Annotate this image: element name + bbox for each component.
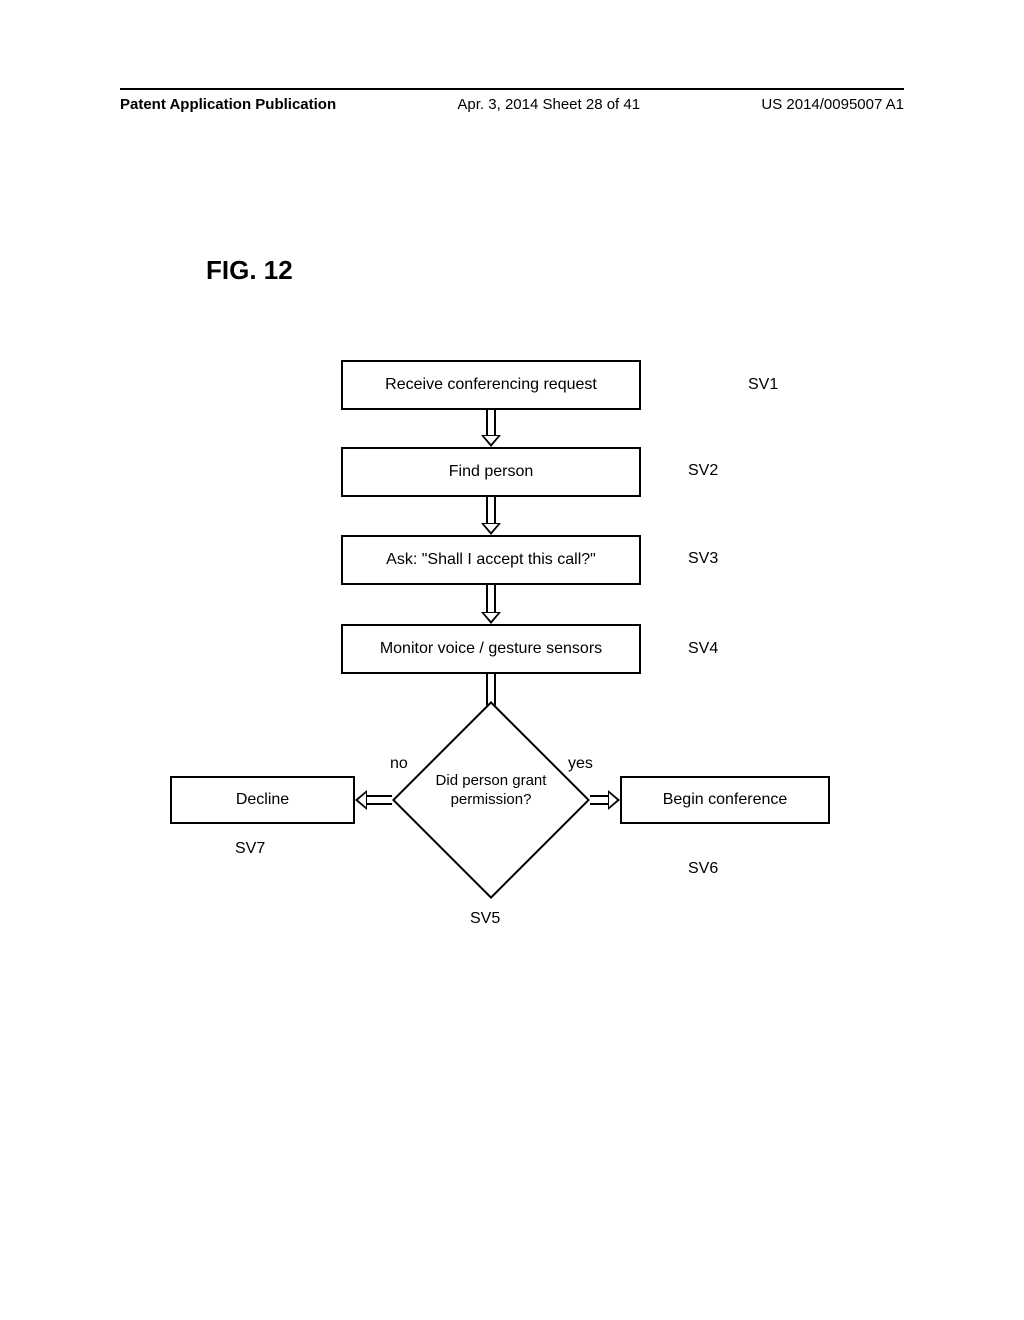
header-center: Apr. 3, 2014 Sheet 28 of 41	[457, 96, 640, 113]
node-sv3: Ask: "Shall I accept this call?"	[341, 535, 641, 585]
arrow-sv2-sv3	[484, 497, 498, 535]
node-sv5-text: Did person grant permission?	[421, 772, 561, 810]
header-left: Patent Application Publication	[120, 96, 336, 113]
node-sv2: Find person	[341, 447, 641, 497]
ref-sv1: SV1	[748, 376, 778, 394]
ref-sv5: SV5	[470, 910, 500, 928]
node-sv7: Decline	[170, 776, 355, 824]
figure-title: FIG. 12	[206, 255, 293, 286]
node-sv7-text: Decline	[236, 791, 289, 809]
node-sv4-text: Monitor voice / gesture sensors	[380, 640, 602, 658]
arrow-sv5-sv6	[590, 793, 620, 807]
branch-yes-label: yes	[568, 755, 593, 773]
node-sv2-text: Find person	[449, 463, 534, 481]
arrow-sv5-sv7	[355, 793, 392, 807]
node-sv3-text: Ask: "Shall I accept this call?"	[386, 551, 596, 569]
ref-sv2: SV2	[688, 462, 718, 480]
node-sv1-text: Receive conferencing request	[385, 376, 597, 394]
node-sv1: Receive conferencing request	[341, 360, 641, 410]
branch-no-label: no	[390, 755, 408, 773]
node-sv4: Monitor voice / gesture sensors	[341, 624, 641, 674]
node-sv6: Begin conference	[620, 776, 830, 824]
ref-sv7: SV7	[235, 840, 265, 858]
node-sv6-text: Begin conference	[663, 791, 788, 809]
ref-sv4: SV4	[688, 640, 718, 658]
arrow-sv1-sv2	[484, 410, 498, 447]
header-row: Patent Application Publication Apr. 3, 2…	[120, 96, 904, 113]
flowchart: Receive conferencing request SV1 Find pe…	[0, 340, 1024, 1020]
header-right: US 2014/0095007 A1	[761, 96, 904, 113]
arrow-sv3-sv4	[484, 585, 498, 624]
header-rule	[120, 88, 904, 90]
ref-sv3: SV3	[688, 550, 718, 568]
ref-sv6: SV6	[688, 860, 718, 878]
